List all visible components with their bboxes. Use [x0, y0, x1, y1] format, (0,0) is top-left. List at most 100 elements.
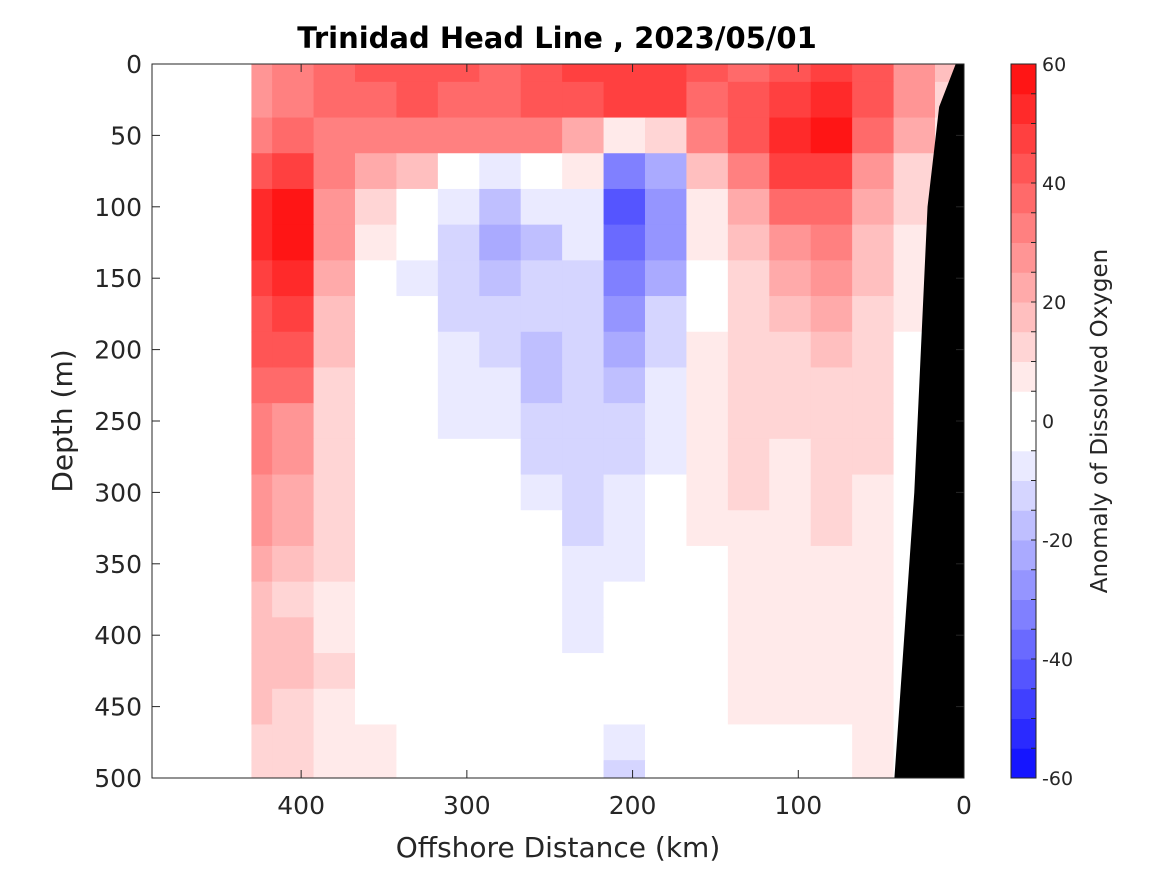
- heatmap-cell: [686, 331, 729, 369]
- heatmap-cell: [396, 331, 439, 369]
- heatmap-cell: [520, 688, 563, 726]
- heatmap-cell: [562, 403, 605, 440]
- heatmap-cell: [251, 617, 273, 654]
- heatmap-cell: [272, 188, 315, 226]
- x-tick-label: 200: [609, 791, 657, 820]
- heatmap-cell: [810, 367, 853, 404]
- heatmap-cell: [272, 117, 315, 154]
- heatmap-cell: [727, 438, 770, 476]
- heatmap-cell: [645, 367, 688, 404]
- heatmap-cell: [603, 653, 646, 690]
- heatmap-cell: [562, 724, 605, 761]
- heatmap-cell: [562, 510, 605, 547]
- heatmap-cell: [396, 581, 439, 618]
- y-axis-label: Depth (m): [46, 349, 79, 492]
- heatmap-cell: [520, 188, 563, 226]
- heatmap-cell: [686, 81, 729, 119]
- heatmap-cell: [396, 510, 439, 547]
- heatmap-cell: [603, 367, 646, 404]
- heatmap-cell: [645, 653, 688, 690]
- heatmap-cell: [479, 545, 522, 583]
- heatmap-cell: [769, 510, 812, 547]
- heatmap-cell: [686, 153, 729, 190]
- heatmap-cell: [645, 760, 688, 778]
- heatmap-cell: [355, 117, 398, 154]
- heatmap-cell: [727, 260, 770, 297]
- heatmap-cell: [852, 331, 895, 369]
- heatmap-cell: [396, 545, 439, 583]
- heatmap-cell: [272, 688, 315, 726]
- heatmap-cell: [603, 153, 646, 190]
- heatmap-cell: [562, 438, 605, 476]
- heatmap-cell: [645, 545, 688, 583]
- heatmap-cell: [272, 438, 315, 476]
- heatmap-cell: [313, 81, 356, 119]
- heatmap-cell: [251, 367, 273, 404]
- heatmap-cell: [769, 64, 812, 83]
- y-tick-label: 0: [126, 50, 142, 79]
- heatmap-cell: [686, 724, 729, 761]
- heatmap-cell: [272, 64, 315, 83]
- heatmap-cell: [852, 296, 895, 333]
- heatmap-cell: [355, 296, 398, 333]
- heatmap-cell: [396, 153, 439, 190]
- heatmap-cell: [396, 224, 439, 261]
- heatmap-cell: [562, 296, 605, 333]
- heatmap-cell: [272, 260, 315, 297]
- heatmap-cell: [355, 617, 398, 654]
- heatmap-cell: [437, 188, 480, 226]
- heatmap-cell: [520, 438, 563, 476]
- heatmap-cell: [852, 117, 895, 154]
- colorbar-swatch: [1011, 599, 1036, 630]
- colorbar-tick-label: 20: [1042, 292, 1066, 314]
- heatmap-cell: [769, 617, 812, 654]
- heatmap-cell: [852, 760, 895, 778]
- heatmap-cell: [520, 331, 563, 369]
- heatmap-cell: [645, 688, 688, 726]
- heatmap-cell: [562, 367, 605, 404]
- heatmap-cell: [769, 581, 812, 618]
- heatmap-cell: [396, 260, 439, 297]
- heatmap-cell: [251, 438, 273, 476]
- heatmap-cell: [645, 260, 688, 297]
- heatmap-cell: [603, 260, 646, 297]
- heatmap-cell: [769, 224, 812, 261]
- heatmap-cell: [893, 64, 936, 83]
- heatmap-cell: [355, 438, 398, 476]
- heatmap-cell: [437, 438, 480, 476]
- heatmap-cell: [769, 367, 812, 404]
- heatmap-cell: [686, 760, 729, 778]
- heatmap-cell: [313, 117, 356, 154]
- heatmap-cell: [562, 188, 605, 226]
- heatmap-cell: [313, 724, 356, 761]
- colorbar-swatch: [1011, 272, 1036, 303]
- colorbar-tick-label: -20: [1042, 530, 1073, 552]
- heatmap-cell: [769, 403, 812, 440]
- heatmap-cell: [686, 438, 729, 476]
- heatmap-cell: [272, 653, 315, 690]
- heatmap-cell: [769, 545, 812, 583]
- heatmap-cell: [810, 724, 853, 761]
- colorbar-swatch: [1011, 183, 1036, 214]
- heatmap-cell: [769, 688, 812, 726]
- heatmap-cell: [852, 653, 895, 690]
- heatmap-cell: [437, 617, 480, 654]
- heatmap-cell: [313, 296, 356, 333]
- heatmap-cell: [603, 438, 646, 476]
- heatmap-cell: [251, 403, 273, 440]
- heatmap-cell: [686, 474, 729, 511]
- colorbar-tick-label: 60: [1042, 54, 1066, 76]
- heatmap-cell: [562, 545, 605, 583]
- heatmap-cell: [893, 117, 936, 154]
- heatmap-cell: [645, 296, 688, 333]
- heatmap-cell: [251, 760, 273, 778]
- heatmap-cell: [479, 81, 522, 119]
- heatmap-cell: [645, 403, 688, 440]
- heatmap-cell: [645, 474, 688, 511]
- heatmap-cell: [313, 474, 356, 511]
- y-axis: 0 50 100 150 200 250 300 350 400 450 500: [94, 50, 964, 793]
- heatmap-cell: [479, 510, 522, 547]
- heatmap-cell: [355, 653, 398, 690]
- heatmap-cell: [603, 64, 646, 83]
- heatmap-cell: [479, 581, 522, 618]
